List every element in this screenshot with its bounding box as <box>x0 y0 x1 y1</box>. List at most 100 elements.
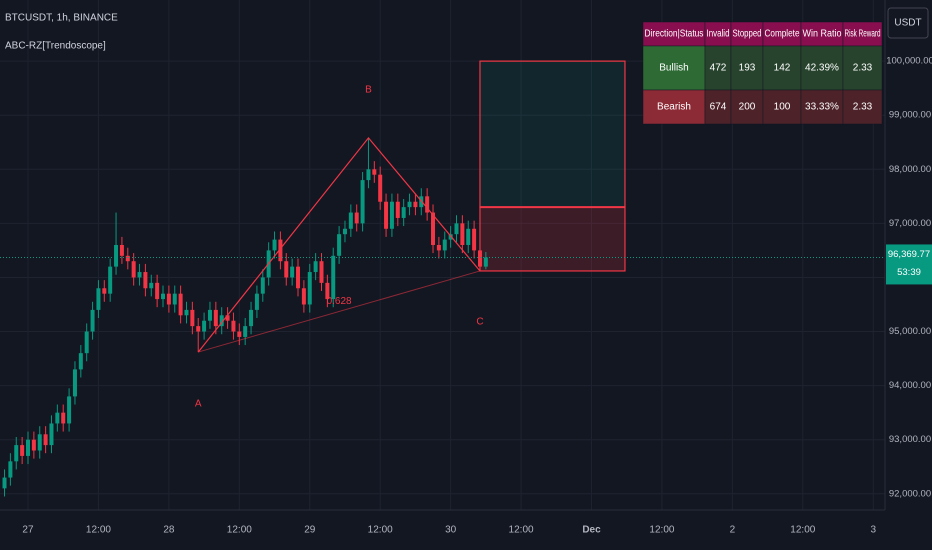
candle-body <box>378 174 383 202</box>
x-tick-label: 12:00 <box>368 525 393 536</box>
candle-body <box>84 331 89 354</box>
indicator-name: ABC-RZ[Trendoscope] <box>5 41 106 52</box>
pattern-line <box>197 136 481 353</box>
candle-body <box>178 293 183 316</box>
candle-body <box>61 412 66 424</box>
x-tick-label: 12:00 <box>86 525 111 536</box>
table-cell <box>642 89 706 125</box>
candle-body <box>137 272 142 278</box>
stop-zone <box>479 206 626 272</box>
candle-body <box>2 477 7 489</box>
candle-body <box>72 369 77 397</box>
candle-body <box>254 293 259 310</box>
candle-body <box>96 288 101 310</box>
pattern-label: C <box>476 317 483 328</box>
candle-body <box>278 239 283 262</box>
candle-body <box>49 423 54 446</box>
candle-body <box>161 293 166 300</box>
candle-body <box>331 255 336 300</box>
table-cell <box>642 45 706 91</box>
y-tick-label: 92,000.00 <box>889 488 931 499</box>
candle-body <box>155 282 160 300</box>
candle-body <box>366 169 371 181</box>
candle-body <box>8 461 13 478</box>
candle-body <box>372 169 377 175</box>
table-cell <box>730 21 764 47</box>
candle-body <box>260 277 265 294</box>
table-cell <box>642 21 706 47</box>
table-header: Invalid <box>707 29 730 40</box>
candle-body <box>131 261 136 278</box>
table-header: Direction|Status <box>645 29 704 40</box>
table-cell-text: 42.39% <box>805 63 839 74</box>
y-tick-label: 97,000.00 <box>889 218 931 229</box>
table-cell-text: 100 <box>774 102 791 113</box>
candle-body <box>14 445 19 462</box>
y-tick-label: 93,000.00 <box>889 434 931 445</box>
candle-body <box>102 288 107 294</box>
y-tick-label: 94,000.00 <box>889 380 931 391</box>
chart-title: BTCUSDT, 1h, BINANCE <box>5 13 118 24</box>
pattern: A B C 0.628 <box>0 85 885 410</box>
x-tick-label: 12:00 <box>649 525 674 536</box>
candle-body <box>354 212 359 224</box>
candle-body <box>296 266 301 289</box>
x-tick-label: 12:00 <box>509 525 534 536</box>
candle-body <box>125 255 130 262</box>
table-cell <box>800 89 844 125</box>
candle-body <box>90 309 95 332</box>
table-cell-text: Bullish <box>659 63 688 74</box>
candle-body <box>225 315 230 321</box>
table-cell-text: 2.33 <box>853 63 873 74</box>
table-cell-text: 33.33% <box>805 102 839 113</box>
candle-body <box>360 180 365 224</box>
pattern-label: B <box>365 85 372 96</box>
candle-body <box>213 309 218 327</box>
candle-body <box>483 257 488 267</box>
x-tick-label: 27 <box>22 525 34 536</box>
table-cell-text: 674 <box>710 102 727 113</box>
candle-body <box>395 201 400 218</box>
table-cell <box>730 45 764 91</box>
last-price-label: 96,369.77 <box>888 249 930 260</box>
candle-body <box>219 315 224 327</box>
candle-body <box>172 293 177 305</box>
table-cell <box>800 45 844 91</box>
table-cell <box>762 21 802 47</box>
x-tick-label: 12:00 <box>227 525 252 536</box>
ratio-label: 0.628 <box>327 296 352 307</box>
candle-body <box>190 309 195 327</box>
candle-body <box>55 412 60 424</box>
table-header: Win Ratio <box>803 29 842 40</box>
candle-body <box>460 223 465 245</box>
candle-body <box>243 326 248 337</box>
currency-button[interactable] <box>887 7 929 39</box>
candle-body <box>431 212 436 245</box>
candle-body <box>108 266 113 294</box>
candle-body <box>119 244 124 256</box>
table-cell-text: 2.33 <box>853 102 873 113</box>
candle-body <box>384 201 389 229</box>
x-tick-label: 30 <box>445 525 457 536</box>
table-cell-text: 193 <box>739 63 756 74</box>
table-cell <box>842 21 883 47</box>
candle-body <box>413 201 418 208</box>
candle-body <box>272 239 277 251</box>
candle-body <box>237 331 242 337</box>
candle-body <box>436 244 441 251</box>
candle-body <box>348 212 353 229</box>
last-price-badge <box>886 244 932 285</box>
candle-body <box>337 234 342 256</box>
candle-body <box>325 282 330 300</box>
x-tick-label: 12:00 <box>790 525 815 536</box>
candle-body <box>231 320 236 332</box>
table-cell <box>704 45 732 91</box>
candle-body <box>290 266 295 278</box>
table-cell <box>730 89 764 125</box>
y-tick-label: 98,000.00 <box>889 164 931 175</box>
candle-body <box>284 261 289 278</box>
table-header: Risk Reward <box>845 29 881 40</box>
countdown-label: 53:39 <box>897 267 921 278</box>
